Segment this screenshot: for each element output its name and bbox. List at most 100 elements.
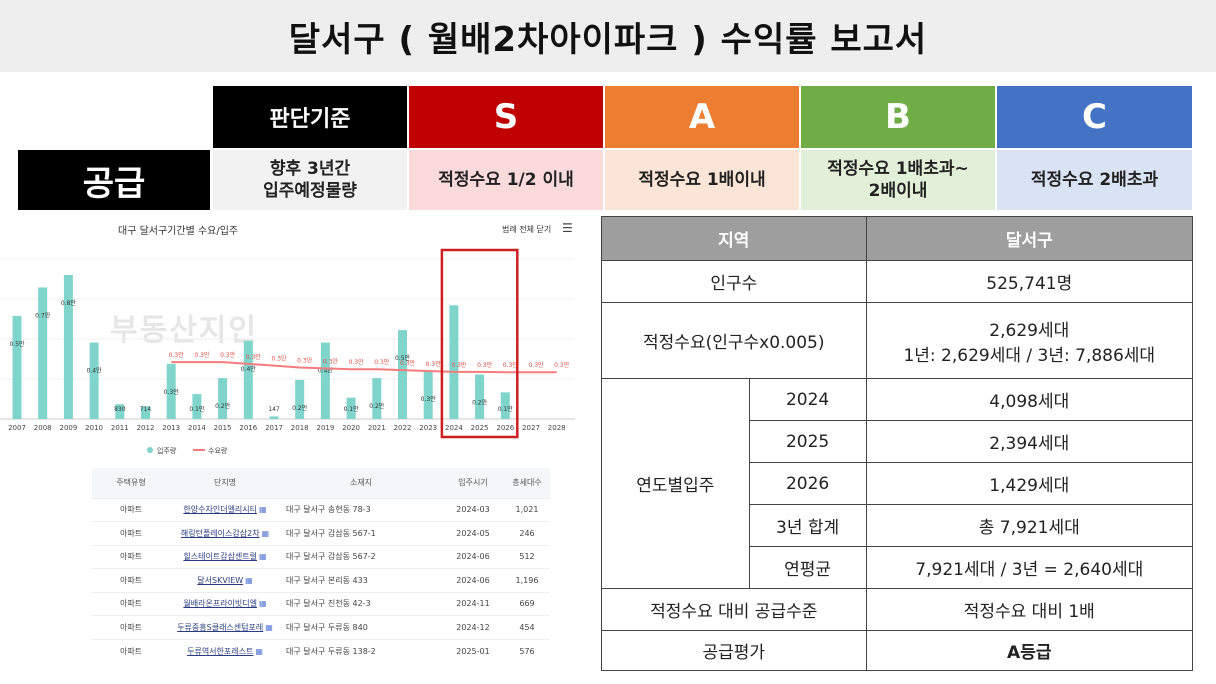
supply-bar-2007[interactable] [12,315,22,419]
row-name[interactable]: 두류중흥S클래스센텀포레 [177,622,264,632]
supply-bar-2014[interactable] [192,394,202,419]
row-addr: 대구 달서구 감삼동 567-2 [280,544,442,569]
grade-s-desc-text: 적정수요 1/2 이내 [438,169,574,190]
legend-demand-label[interactable]: 수요량 [208,447,228,455]
grade-c-header: C [997,86,1192,148]
criteria-header-label: 판단기준 [269,107,351,132]
supply-bar-2017[interactable] [269,416,279,419]
total-label: 3년 합계 [748,504,867,547]
demand-label-2021: 0.3만 [374,358,390,366]
row-addr: 대구 달서구 두류동 138-2 [280,638,442,663]
row-units: 576 [504,638,550,663]
row-date: 2024-12 [442,615,504,639]
table-row: 아파트 월배라온프라이빗디엘 ▦ 대구 달서구 진천동 42-3 2024-11 669 [92,591,550,616]
supply-label-2010: 0.4만 [87,367,103,375]
supply-bar-2025[interactable] [475,374,485,419]
supply-bar-2022[interactable] [398,330,407,419]
year-2026-value: 1,429세대 [865,462,1194,505]
row-name[interactable]: 월배라온프라이빗디엘 [183,599,258,609]
x-tick-2020: 2020 [342,424,360,432]
row-name-link[interactable]: 두류중흥S클래스센텀포레 ▦ [170,615,280,639]
row-name-link[interactable]: 달서SKVIEW ▦ [170,568,280,592]
grid-icon[interactable]: ▦ [259,599,267,609]
supply-bar-2016[interactable] [243,340,253,419]
grid-icon[interactable]: ▦ [265,622,273,632]
supply-bar-2011[interactable] [115,404,125,419]
supply-bar-2013[interactable] [166,363,176,419]
chart-title: 대구 달서구기간별 수요/입주 [118,226,239,237]
row-units: 1,196 [504,568,550,592]
row-date: 2025-01 [442,638,504,663]
supply-bar-2023[interactable] [423,371,433,419]
demand-value: 2,629세대 1년: 2,629세대 / 3년: 7,886세대 [865,302,1194,379]
supply-bar-2026[interactable] [500,392,510,419]
x-tick-2021: 2021 [368,424,386,432]
supply-label-2008: 0.7만 [35,311,51,319]
supply-demand-chart: 0.5만 2007 0.7만 2008 0.8만 2009 0.4만 2010 830 2011 7… [0,248,575,455]
demand-value-annual: 2,629세대 [989,320,1070,341]
row-type: 아파트 [92,615,170,639]
row-addr: 대구 달서구 두류동 840 [280,615,442,639]
grid-icon[interactable]: ▦ [259,552,267,562]
complex-list: 주택유형 단지명 소재지 입주시기 총세대수 아파트 한양수자인더엘리시티 ▦ 대구 … [92,468,550,663]
supply-label-2025: 0.2만 [472,399,488,407]
legend-supply-icon[interactable] [147,447,153,453]
supply-bar-2009[interactable] [63,275,73,419]
grid-icon[interactable]: ▦ [261,528,270,538]
supply-bar-2024[interactable] [449,305,459,419]
row-name-link[interactable]: 힐스테이트감삼센트럴 ▦ [170,544,280,569]
menu-icon[interactable]: ☰ [562,221,573,235]
supply-label-2020: 0.1만 [344,405,360,413]
legend-supply-label[interactable]: 입주량 [157,447,177,455]
x-tick-2019: 2019 [316,424,334,432]
grade-a-header: A [605,86,799,148]
supply-label-2018: 0.2만 [292,404,308,412]
row-name[interactable]: 달서SKVIEW [197,575,244,585]
year-2025-label: 2025 [748,420,867,463]
demand-value-periods: 1년: 2,629세대 / 3년: 7,886세대 [903,345,1156,366]
grade-s-header: S [409,86,603,148]
year-2024-label: 2024 [748,378,867,421]
x-tick-2007: 2007 [8,424,26,432]
supply-bar-2015[interactable] [218,378,228,419]
row-name[interactable]: 힐스테이트감삼센트럴 [183,552,258,562]
col-addr: 소재지 [280,468,442,498]
supply-bar-2018[interactable] [295,379,305,419]
supply-bar-2010[interactable] [89,342,99,419]
supply-label: 공급 [82,163,146,204]
table-row: 아파트 달서SKVIEW ▦ 대구 달서구 본리동 433 2024-06 1,196 [92,568,550,592]
title-bar: 달서구 ( 월배2차아이파크 ) 수익률 보고서 [0,0,1216,72]
row-name[interactable]: 두류역서한포레스트 [187,646,254,656]
row-name[interactable]: 해링턴플레이스감삼2차 [180,528,260,538]
row-type: 아파트 [92,521,170,545]
grid-icon[interactable]: ▦ [245,575,253,585]
supply-bar-2012[interactable] [141,406,150,419]
row-name[interactable]: 한양수자인더엘리시티 [183,505,258,515]
eval-label: 공급평가 [601,630,867,671]
row-name-link[interactable]: 해링턴플레이스감삼2차 ▦ [170,521,280,545]
demand-label-2016: 0.3만 [246,353,262,361]
supply-label-2016: 0.4만 [241,365,257,373]
row-addr: 대구 달서구 송현동 78-3 [280,497,442,522]
legend-toggle-button[interactable]: 범례 전체 닫기 [502,225,552,234]
row-name-link[interactable]: 두류역서한포레스트 ▦ [170,638,280,663]
grade-b-desc: 적정수요 1배초과~ 2배이내 [801,150,995,210]
supply-bar-2020[interactable] [346,397,356,419]
supply-bar-2019[interactable] [320,342,330,419]
grade-a-desc: 적정수요 1배이내 [605,150,799,210]
row-name-link[interactable]: 월배라온프라이빗디엘 ▦ [170,591,280,616]
row-name-link[interactable]: 한양수자인더엘리시티 ▦ [170,497,280,522]
grade-a-label: A [688,97,716,137]
x-tick-2011: 2011 [111,424,129,432]
supply-bar-2021[interactable] [372,378,382,419]
supply-label-2023: 0.3만 [421,395,437,403]
supply-sub-line1: 향후 3년간 [269,158,351,179]
demand-label-2024: 0.3만 [451,361,467,369]
year-2026-label: 2026 [748,462,867,505]
x-tick-2013: 2013 [162,424,180,432]
demand-line [171,361,557,374]
supply-bar-2008[interactable] [38,287,48,419]
row-addr: 대구 달서구 진천동 42-3 [280,591,442,616]
grid-icon[interactable]: ▦ [259,505,267,515]
grid-icon[interactable]: ▦ [255,646,263,656]
